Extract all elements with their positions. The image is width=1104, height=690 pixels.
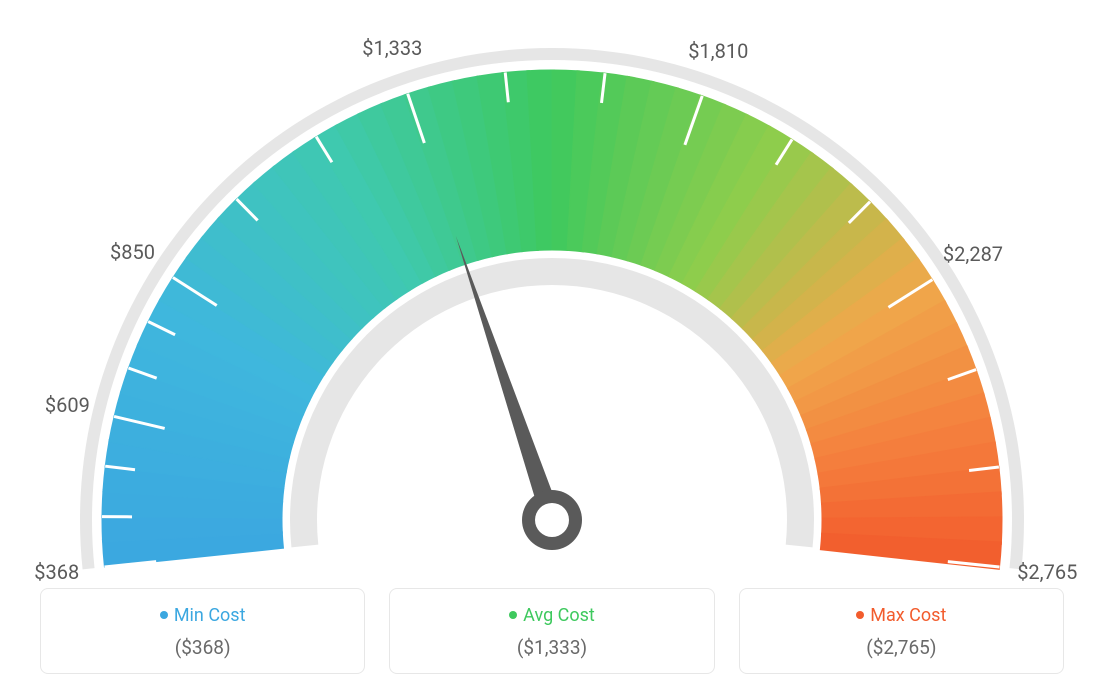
legend-dot-icon (160, 611, 168, 619)
legend-value: ($368) (53, 636, 352, 659)
legend-dot-icon (856, 611, 864, 619)
legend-title: Avg Cost (402, 605, 701, 626)
legend-dot-icon (509, 611, 517, 619)
legend-title: Min Cost (53, 605, 352, 626)
legend-title: Max Cost (752, 605, 1051, 626)
needle-hub-hole (535, 503, 569, 537)
legend-value: ($2,765) (752, 636, 1051, 659)
tick-label: $368 (34, 560, 79, 584)
legend-row: Min Cost ($368) Avg Cost ($1,333) Max Cost ($… (0, 588, 1104, 674)
tick-label: $1,333 (362, 36, 422, 60)
gauge-chart-container: $368 $609 $850 $1,333 $1,810 $2,287 $2,765 Min… (0, 0, 1104, 690)
legend-title-text: Min Cost (174, 605, 246, 626)
tick-label: $609 (45, 393, 90, 417)
tick-label: $2,287 (943, 242, 1003, 266)
legend-max: Max Cost ($2,765) (739, 588, 1064, 674)
legend-min: Min Cost ($368) (40, 588, 365, 674)
tick-label: $2,765 (1017, 560, 1077, 584)
tick-label: $1,810 (688, 39, 748, 63)
legend-value: ($1,333) (402, 636, 701, 659)
legend-title-text: Avg Cost (523, 605, 595, 626)
legend-avg: Avg Cost ($1,333) (389, 588, 714, 674)
legend-title-text: Max Cost (870, 605, 946, 626)
tick-label: $850 (110, 240, 155, 264)
gauge-svg (0, 0, 1104, 690)
